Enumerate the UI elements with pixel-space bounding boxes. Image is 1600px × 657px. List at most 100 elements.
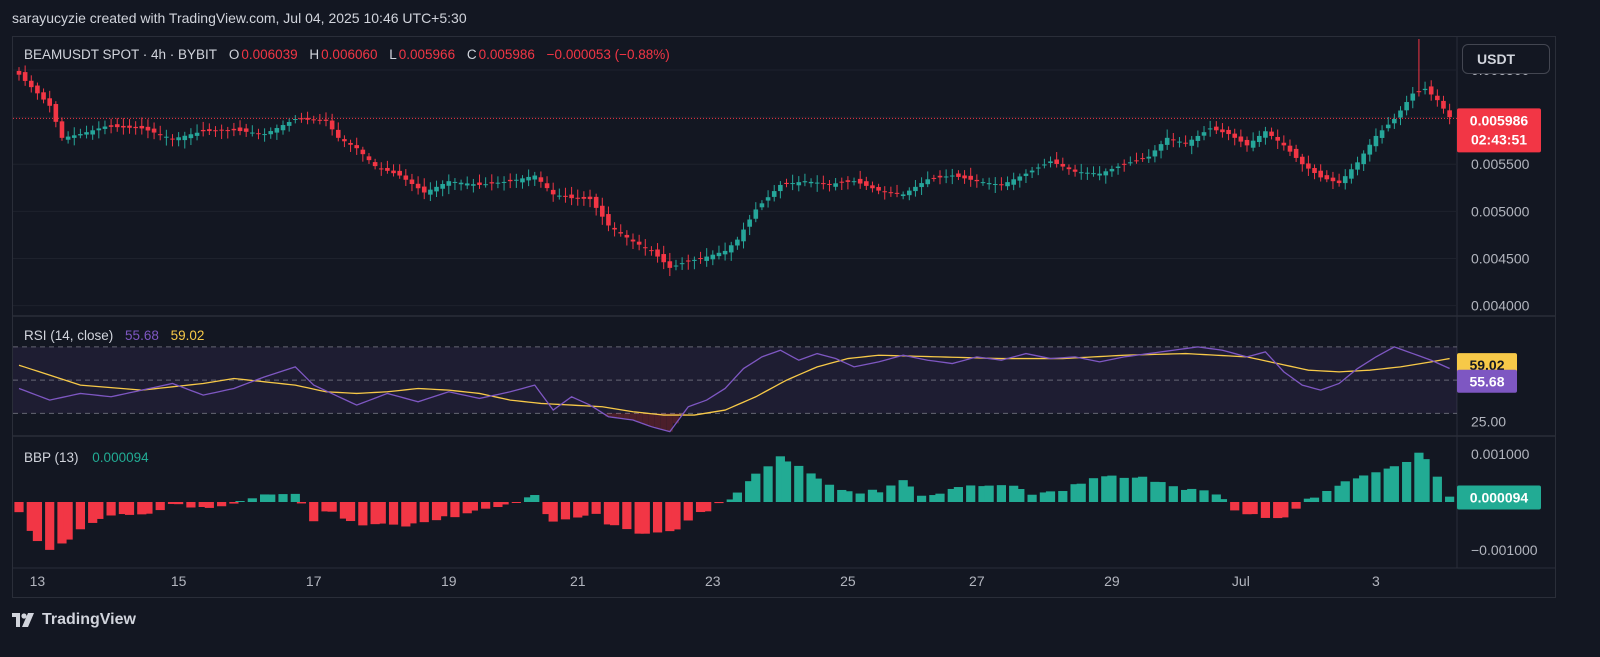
currency-button[interactable]: USDT	[1462, 44, 1550, 74]
candle-body	[1146, 156, 1152, 159]
tradingview-logo-icon	[12, 613, 34, 627]
rsi-tag-label: 55.68	[1469, 374, 1504, 390]
rsi-tick-label: 25.00	[1471, 414, 1506, 430]
candle-body	[747, 219, 752, 227]
low-label: L	[389, 47, 397, 62]
candle-countdown: 02:43:51	[1471, 131, 1527, 147]
candle-body	[1404, 102, 1409, 111]
symbol-label[interactable]: BEAMUSDT SPOT · 4h · BYBIT	[24, 47, 218, 62]
bbp-bar	[1088, 478, 1099, 502]
bbp-bar	[1445, 496, 1455, 502]
bbp-bar	[1371, 472, 1381, 502]
created-with-caption: sarayucyzie created with TradingView.com…	[12, 10, 467, 26]
high-label: H	[309, 47, 320, 62]
bbp-bar	[462, 502, 472, 514]
candle-body	[464, 183, 470, 186]
rsi-title[interactable]: RSI (14, close)	[24, 328, 114, 343]
tradingview-brand[interactable]: TradingView	[12, 611, 136, 629]
low-value: 0.005966	[398, 47, 456, 62]
candle-body	[1201, 132, 1207, 136]
candle-body	[458, 182, 464, 185]
candle-body	[992, 184, 998, 186]
candle-body	[888, 192, 894, 194]
candle-body	[986, 183, 992, 185]
candle-body	[22, 72, 28, 81]
candle-body	[342, 139, 347, 142]
candle-body	[587, 196, 593, 200]
time-tick-label: 3	[1372, 573, 1380, 589]
bbp-bar	[702, 502, 712, 512]
candle-body	[1226, 129, 1231, 135]
candle-body	[600, 205, 605, 217]
candle-body	[1109, 168, 1115, 172]
candle-body	[200, 129, 206, 132]
bbp-bar	[652, 502, 663, 533]
bbp-bar	[290, 493, 300, 502]
candle-body	[90, 130, 95, 135]
bbp-bar	[775, 456, 785, 502]
candle-body	[280, 125, 286, 131]
candle-body	[827, 183, 832, 185]
candle-body	[642, 247, 648, 249]
candle-body	[274, 128, 280, 133]
candle-body	[1207, 128, 1213, 130]
candle-body	[1269, 131, 1274, 136]
bbp-bar	[1303, 498, 1313, 502]
bbp-bar	[1039, 492, 1049, 502]
candle-body	[440, 184, 445, 189]
candle-body	[108, 125, 114, 127]
candle-body	[78, 134, 83, 136]
candle-body	[1238, 136, 1244, 142]
bbp-bar	[235, 500, 245, 502]
candle-body	[366, 156, 372, 161]
candle-body	[207, 129, 212, 132]
candle-body	[47, 98, 52, 106]
candle-body	[1134, 160, 1139, 162]
candle-body	[1048, 161, 1053, 164]
candle-body	[606, 214, 611, 226]
candle-body	[1091, 173, 1096, 175]
bbp-bar	[370, 502, 380, 525]
candle-body	[968, 175, 973, 180]
bbp-bar	[542, 502, 552, 515]
candle-body	[1287, 145, 1293, 152]
rsi-line	[18, 346, 1450, 433]
bbp-bar	[204, 502, 214, 508]
bbp-bar	[14, 502, 24, 513]
candle-body	[784, 182, 789, 185]
bbp-bar	[278, 494, 288, 502]
bbp-value: 0.000094	[92, 450, 149, 465]
candle-body	[1342, 176, 1348, 184]
time-tick-label: 19	[441, 573, 457, 589]
candle-body	[808, 181, 814, 184]
bbp-bar	[1291, 502, 1301, 509]
price-gridlines	[13, 69, 1457, 307]
bbp-title[interactable]: BBP (13)	[24, 450, 79, 465]
candle-body	[1250, 140, 1256, 148]
bbp-bar	[1070, 484, 1080, 502]
candle-body	[1195, 135, 1201, 141]
last-price-value: 0.005986	[1470, 112, 1529, 128]
bbp-bar	[695, 502, 706, 513]
candle-body	[477, 182, 482, 185]
candle-body	[262, 134, 267, 136]
candle-body	[378, 168, 384, 170]
bbp-bar	[640, 502, 650, 534]
bbp-bar	[438, 502, 448, 517]
candle-body	[630, 239, 636, 242]
candle-body	[870, 185, 875, 189]
candle-body	[53, 104, 59, 122]
candle-body	[520, 178, 525, 183]
bbp-bar	[32, 502, 43, 542]
bbp-bar	[1181, 489, 1191, 502]
candle-body	[256, 133, 261, 135]
open-label: O	[228, 47, 240, 62]
bbp-bar	[996, 485, 1006, 502]
candle-body	[882, 191, 888, 193]
candle-body	[919, 183, 924, 188]
bbp-bar	[137, 502, 147, 515]
candle-body	[1177, 141, 1182, 143]
bbp-bar	[1414, 452, 1424, 502]
bbp-bar	[1027, 494, 1037, 502]
